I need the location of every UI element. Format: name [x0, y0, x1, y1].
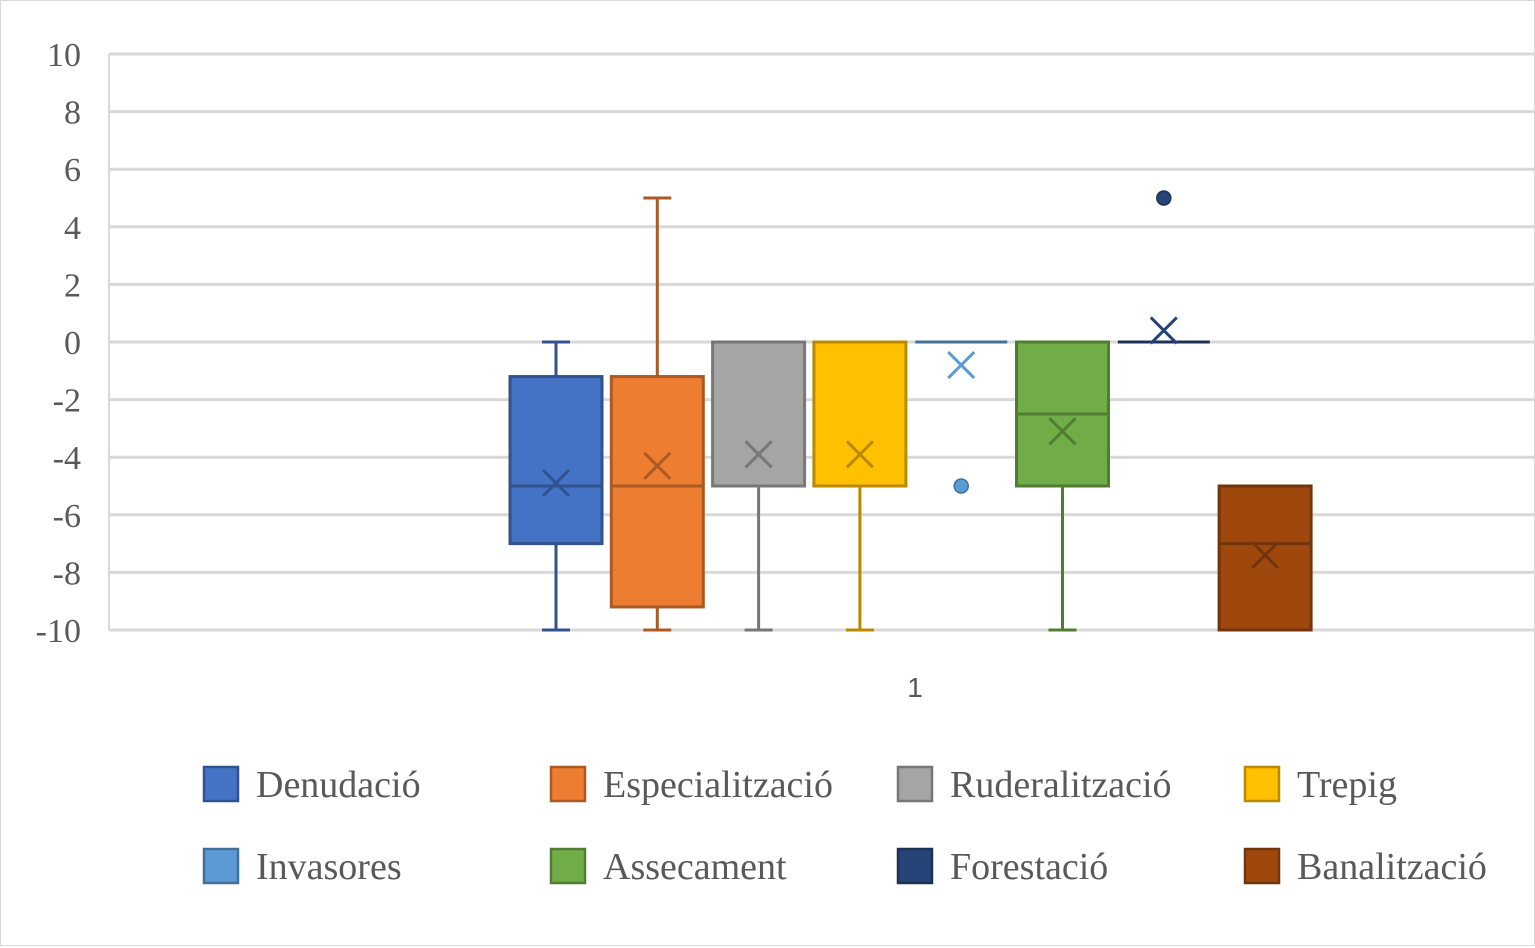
y-tick-label: -2	[53, 383, 81, 420]
box-denudació	[508, 340, 604, 632]
mean-marker	[845, 440, 874, 469]
legend-swatch	[202, 847, 240, 885]
y-tick-label: 4	[64, 210, 81, 247]
legend-swatch	[1243, 847, 1281, 885]
mean-marker	[643, 451, 672, 480]
y-tick-label: 8	[64, 95, 81, 132]
legend-label: Ruderalització	[950, 764, 1172, 806]
legend-item: Assecament	[549, 846, 787, 888]
box-invasores	[915, 340, 1008, 494]
legend-item: Ruderalització	[896, 764, 1172, 806]
box-forestació	[1117, 190, 1210, 345]
legend-swatch	[549, 847, 587, 885]
mean-marker-stroke	[744, 440, 773, 469]
mean-marker	[1149, 316, 1178, 345]
legend-swatch	[896, 765, 934, 803]
mean-marker	[1048, 417, 1077, 446]
legend-label: Banalització	[1297, 846, 1487, 888]
mean-marker	[541, 469, 571, 498]
box-banalització	[1217, 484, 1313, 632]
legend-swatch	[202, 765, 240, 803]
legend-item: Forestació	[896, 846, 1108, 888]
y-tick-label: -8	[53, 555, 81, 592]
x-tick-label: 1	[907, 672, 923, 703]
legend-swatch	[549, 765, 587, 803]
y-tick-label: 6	[64, 152, 81, 189]
mean-marker-stroke	[541, 469, 571, 498]
y-tick-label: 10	[47, 37, 81, 74]
box-body	[711, 340, 807, 488]
mean-marker-stroke	[1048, 417, 1077, 446]
legend-item: Trepig	[1243, 764, 1397, 806]
legend-item: Invasores	[202, 846, 402, 888]
legend-label: Assecament	[603, 846, 787, 888]
box-body	[1217, 484, 1313, 632]
y-tick-label: 2	[64, 267, 81, 304]
box-body	[508, 375, 604, 546]
mean-marker-stroke	[643, 451, 672, 480]
box-trepig	[812, 340, 908, 632]
mean-marker	[744, 440, 773, 469]
legend-label: Trepig	[1297, 764, 1397, 806]
legend: Denudació Especialització Ruderalització Tr…	[202, 764, 1487, 888]
legend-label: Invasores	[256, 846, 402, 888]
mean-marker-stroke	[1251, 541, 1280, 570]
box-ruderalització	[711, 340, 807, 632]
y-axis-ticks: 10 8 6 4 2 0 -2 -4 -6 -8 -10	[36, 37, 81, 650]
x-axis-ticks: 1	[907, 672, 923, 703]
legend-item: Especialització	[549, 764, 833, 806]
y-tick-label: -4	[53, 440, 81, 477]
legend-item: Denudació	[202, 764, 421, 806]
legend-swatch	[1243, 765, 1281, 803]
legend-label: Especialització	[603, 764, 833, 806]
y-tick-label: -6	[53, 498, 81, 535]
outlier-point	[1156, 190, 1172, 206]
y-tick-label: 0	[64, 325, 81, 362]
legend-swatch	[896, 847, 934, 885]
legend-label: Denudació	[256, 764, 421, 806]
box-especialització	[609, 196, 705, 632]
mean-marker-stroke	[845, 440, 874, 469]
outlier-point	[953, 478, 969, 494]
mean-marker-stroke	[1149, 316, 1178, 345]
box-assecament	[1015, 340, 1110, 632]
legend-item: Banalització	[1243, 846, 1487, 888]
boxes	[508, 190, 1313, 632]
y-tick-label: -10	[36, 613, 81, 650]
mean-marker	[1251, 541, 1280, 570]
box-body	[609, 375, 705, 609]
mean-marker	[947, 350, 976, 380]
legend-label: Forestació	[950, 846, 1108, 888]
mean-marker-stroke	[947, 350, 976, 380]
box-body	[812, 340, 908, 488]
